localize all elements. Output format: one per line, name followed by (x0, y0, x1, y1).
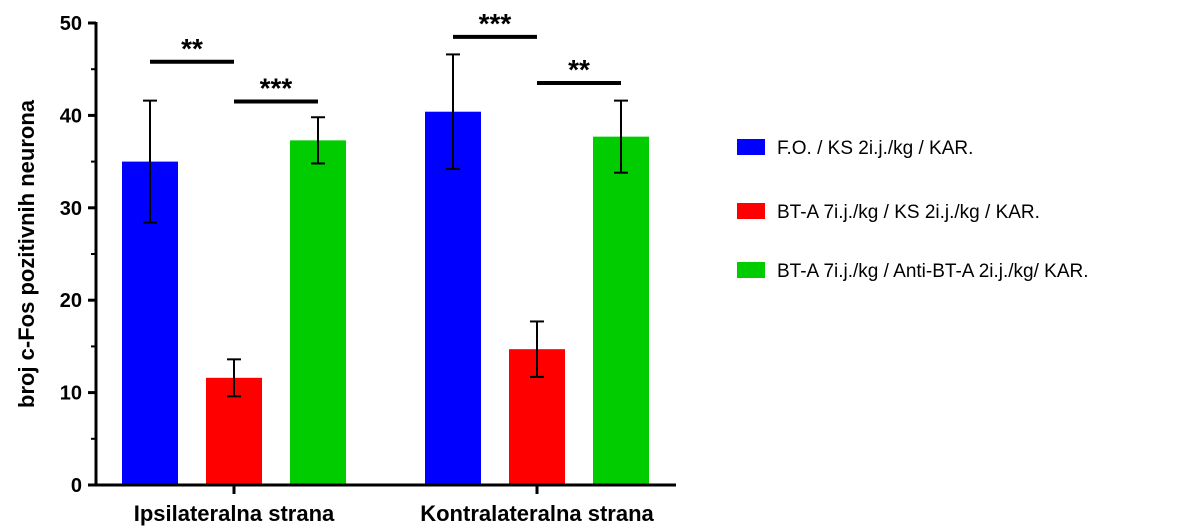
legend-label-1: BT-A 7i.j./kg / KS 2i.j./kg / KAR. (777, 202, 1040, 223)
bar-1-2 (593, 136, 649, 486)
significance-label-1: *** (260, 73, 293, 104)
y-tick-label-5: 50 (60, 13, 82, 35)
y-tick-label-2: 20 (60, 290, 82, 312)
significance-label-2: *** (479, 8, 512, 39)
x-tick-label-1: Kontralateralna strana (420, 501, 654, 526)
y-tick-label-0: 0 (71, 475, 82, 497)
y-tick-label-4: 40 (60, 105, 82, 127)
x-tick-label-0: Ipsilateralna strana (134, 501, 335, 526)
legend-swatch-2 (737, 262, 765, 278)
significance-label-3: ** (568, 54, 590, 85)
legend-label-2: BT-A 7i.j./kg / Anti-BT-A 2i.j./kg/ KAR. (777, 261, 1089, 282)
legend-swatch-1 (737, 203, 765, 219)
y-tick-label-3: 30 (60, 198, 82, 220)
y-tick-label-1: 10 (60, 383, 82, 405)
bar-1-0 (425, 111, 481, 485)
significance-label-0: ** (181, 33, 203, 64)
legend-swatch-0 (737, 139, 765, 155)
legend-label-0: F.O. / KS 2i.j./kg / KAR. (777, 138, 973, 159)
y-axis-label: broj c-Fos pozitivnih neurona (14, 99, 39, 408)
bar-0-2 (290, 140, 346, 485)
